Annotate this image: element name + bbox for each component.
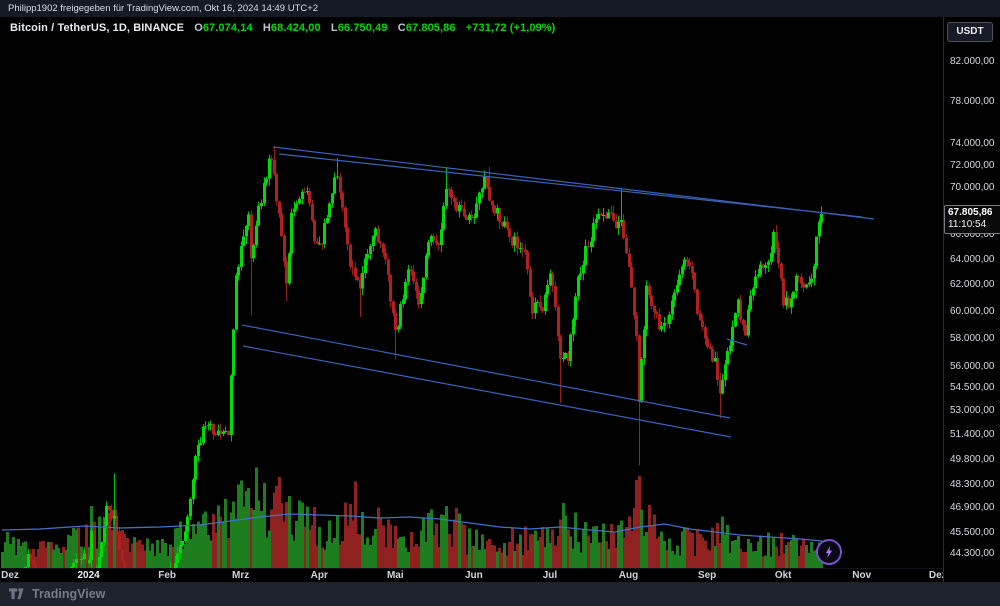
low-label: L — [330, 22, 338, 34]
price-axis-label: 51.400,00 — [950, 429, 995, 441]
high-value: 68.424,00 — [270, 22, 321, 34]
chart-canvas[interactable] — [0, 0, 943, 568]
candle-wicks-up — [25, 154, 822, 568]
time-axis-label: Mai — [386, 570, 404, 581]
time-axis-label: 2024 — [77, 570, 100, 581]
symbol-title[interactable]: Bitcoin / TetherUS, 1D, BINANCE — [10, 22, 185, 34]
price-axis-label: 74.000,00 — [950, 138, 995, 150]
close-value: 67.805,86 — [405, 22, 456, 34]
bar-countdown: 11:10:54 — [948, 219, 987, 230]
time-axis-label: Feb — [158, 570, 177, 581]
volume-bars-down — [29, 475, 805, 568]
current-price-label: 67.805,86 11:10:54 — [944, 205, 1000, 234]
time-axis-label: Aug — [618, 570, 639, 581]
price-axis-label: 45.500,00 — [950, 526, 995, 538]
price-axis-label: 49.800,00 — [950, 454, 995, 466]
time-axis-label: Okt — [774, 570, 792, 581]
time-axis-label: Mrz — [232, 570, 250, 581]
time-axis-label: Sep — [697, 570, 717, 581]
price-axis-label: 78.000,00 — [950, 95, 995, 107]
candle-wicks-down — [30, 146, 804, 568]
time-axis[interactable]: Dez 2024 Feb Mrz Apr Mai Jun Jul Aug Sep Okt Nov Dez — [0, 568, 943, 583]
watermark-text: Philipp1902 freigegeben für TradingView.… — [8, 3, 319, 14]
symbol-legend: Bitcoin / TetherUS, 1D, BINANCE O67.074,… — [10, 22, 555, 34]
price-axis-label: 53.000,00 — [950, 404, 995, 416]
tradingview-logo-text: TradingView — [32, 587, 106, 601]
time-axis-label: Dez — [928, 570, 943, 581]
price-axis-label: 66.000,00 — [950, 229, 995, 241]
tradingview-logo[interactable]: TradingView — [9, 587, 105, 601]
current-price-value: 67.805,86 — [948, 207, 993, 218]
price-axis-label: 56.000,00 — [950, 360, 995, 372]
price-axis-label: 62.000,00 — [950, 279, 995, 291]
trendline-4[interactable] — [242, 345, 732, 438]
trendline-2[interactable] — [278, 153, 863, 218]
price-axis-label: 70.000,00 — [950, 182, 995, 194]
trendline-5[interactable] — [726, 338, 748, 346]
close-label: C — [397, 22, 406, 34]
time-axis-label: Jul — [542, 570, 558, 581]
high-label: H — [262, 22, 271, 34]
trendline-3[interactable] — [241, 324, 731, 419]
price-axis-label: 64.000,00 — [950, 254, 995, 266]
price-axis-label: 48.300,00 — [950, 478, 995, 490]
change-value: +731,72 (+1,09%) — [465, 22, 556, 34]
volume-bars-up — [1, 467, 823, 568]
candle-bodies-up — [24, 158, 823, 568]
price-axis-label: 60.000,00 — [950, 305, 995, 317]
price-axis-label: 72.000,00 — [950, 159, 995, 171]
price-axis-label: 82.000,00 — [950, 56, 995, 67]
low-value: 66.750,49 — [337, 22, 388, 34]
boost-button[interactable] — [816, 539, 842, 565]
price-axis-label: 46.900,00 — [950, 502, 995, 514]
time-axis-label: Jun — [465, 570, 483, 581]
currency-toggle-button[interactable]: USDT — [947, 22, 993, 42]
price-axis-label: 58.000,00 — [950, 332, 995, 344]
tradingview-icon — [9, 588, 24, 600]
price-axis-label: 44.300,00 — [950, 548, 995, 559]
bottom-bar: TradingView — [0, 582, 1000, 606]
volume-ma-line — [1, 513, 823, 542]
price-axis-label: 54.500,00 — [950, 382, 995, 394]
open-value: 67.074,14 — [202, 22, 253, 34]
lightning-icon — [825, 546, 833, 558]
time-axis-label: Dez — [1, 570, 19, 581]
time-axis-label: Nov — [852, 570, 872, 581]
price-axis[interactable]: 82.000,00 78.000,00 74.000,00 72.000,00 70.0… — [943, 17, 1000, 582]
watermark-bar: Philipp1902 freigegeben für TradingView.… — [0, 0, 1000, 17]
time-axis-label: Apr — [310, 570, 328, 581]
open-label: O — [194, 22, 203, 34]
candle-bodies-down — [29, 158, 805, 568]
